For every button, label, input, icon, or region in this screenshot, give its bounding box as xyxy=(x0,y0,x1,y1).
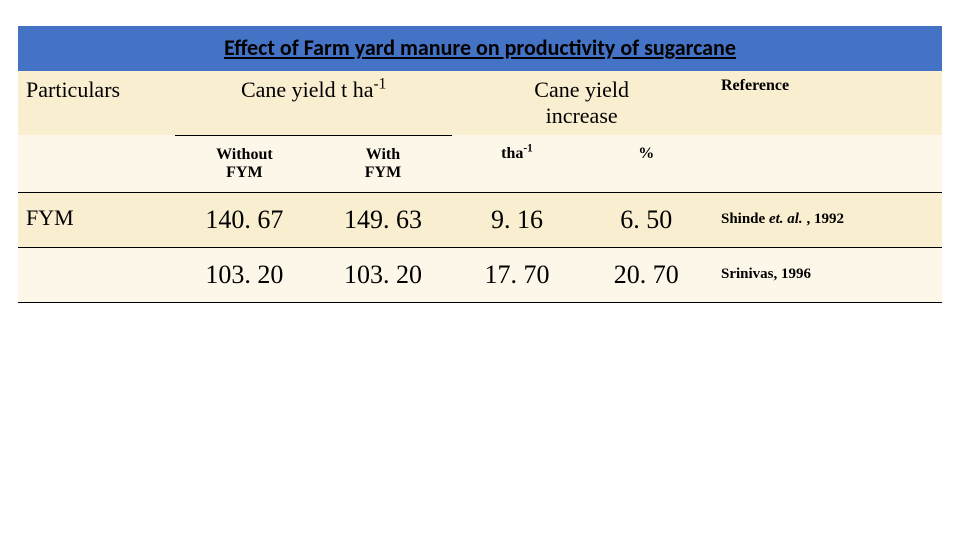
cane-increase-l1: Cane yield xyxy=(534,77,629,102)
slide-title: Effect of Farm yard manure on productivi… xyxy=(18,26,942,71)
cell-with: 149. 63 xyxy=(314,192,453,247)
cell-inc-tha: 17. 70 xyxy=(452,247,581,302)
cane-yield-sup: -1 xyxy=(374,76,387,93)
cell-reference: Shinde et. al. , 1992 xyxy=(711,192,942,247)
col-cane-yield: Cane yield t ha-1 xyxy=(175,71,452,129)
cane-increase-l2: increase xyxy=(546,103,618,128)
row-label: FYM xyxy=(18,192,175,247)
cell-inc-tha: 9. 16 xyxy=(452,192,581,247)
blank-cell xyxy=(18,135,175,192)
col-reference: Reference xyxy=(711,71,942,135)
data-table: Particulars Cane yield t ha-1 Cane yield… xyxy=(18,71,942,303)
table-row: FYM 140. 67 149. 63 9. 16 6. 50 Shinde e… xyxy=(18,192,942,247)
cell-reference: Srinivas, 1996 xyxy=(711,247,942,302)
col-with-fym: With FYM xyxy=(314,135,453,192)
table-row: 103. 20 103. 20 17. 70 20. 70 Srinivas, … xyxy=(18,247,942,302)
cell-without: 140. 67 xyxy=(175,192,314,247)
cane-yield-text: Cane yield t ha xyxy=(241,77,374,102)
row-label xyxy=(18,247,175,302)
col-tha: tha-1 xyxy=(452,135,581,192)
cell-with: 103. 20 xyxy=(314,247,453,302)
cell-inc-pct: 20. 70 xyxy=(582,247,711,302)
col-cane-increase: Cane yield increase xyxy=(452,71,711,135)
blank-cell xyxy=(711,135,942,192)
col-percent: % xyxy=(582,135,711,192)
col-without-fym: Without FYM xyxy=(175,135,314,192)
cell-inc-pct: 6. 50 xyxy=(582,192,711,247)
cell-without: 103. 20 xyxy=(175,247,314,302)
col-particulars: Particulars xyxy=(18,71,175,135)
